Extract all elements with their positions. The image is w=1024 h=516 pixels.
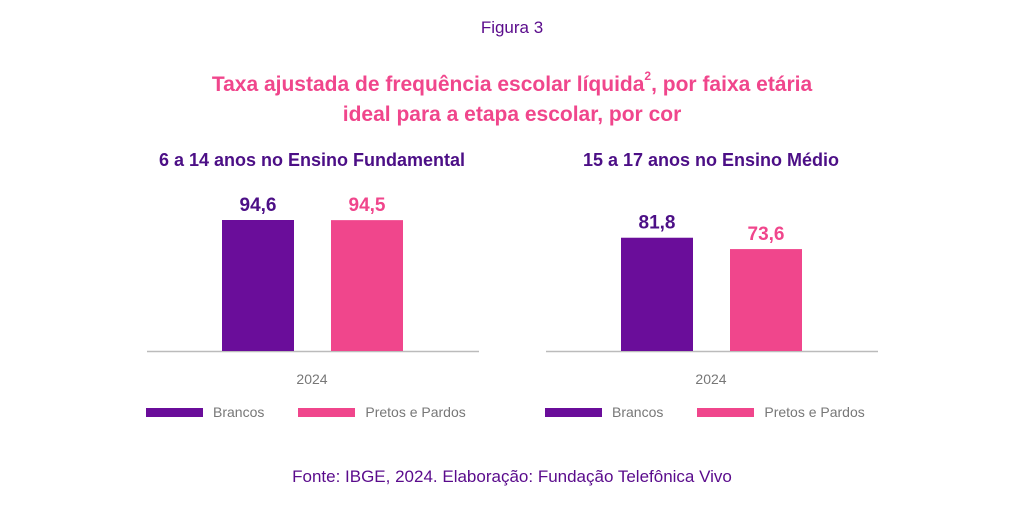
figure-label: Figura 3 (480, 18, 544, 37)
legend: Brancos Pretos e Pardos (122, 404, 502, 420)
chart-panel-medio: 15 a 17 anos no Ensino Médio 81,8 73,6 202… (521, 150, 901, 440)
legend-item-pretos-pardos: Pretos e Pardos (298, 404, 466, 420)
legend-item-brancos: Brancos (146, 404, 264, 420)
legend-label-brancos: Brancos (213, 404, 265, 420)
legend-item-pretos-pardos: Pretos e Pardos (697, 404, 865, 420)
panel-title: 15 a 17 anos no Ensino Médio (582, 150, 840, 170)
legend-swatch-pretos-pardos (697, 407, 755, 417)
bar-brancos (621, 237, 693, 351)
legend-label-pretos-pardos: Pretos e Pardos (764, 404, 865, 420)
legend-swatch-brancos (545, 407, 602, 417)
title-line1-main: Taxa ajustada de frequência escolar líqu… (211, 73, 645, 96)
bar-pretos-pardos (730, 249, 802, 351)
chart-panel-fundamental: 6 a 14 anos no Ensino Fundamental 94,6 94… (122, 150, 502, 440)
title-line1-rest: , por faixa etária (651, 73, 813, 96)
legend-label-brancos: Brancos (612, 404, 664, 420)
data-label: 94,6 (240, 195, 277, 216)
title-footnote-marker: 2 (644, 69, 652, 83)
chart-title: Taxa ajustada de frequência escolar líqu… (0, 64, 1024, 130)
legend-swatch-brancos (146, 407, 203, 417)
bar-pretos-pardos (331, 220, 403, 351)
bar-brancos (222, 220, 294, 351)
legend-label-pretos-pardos: Pretos e Pardos (365, 404, 466, 420)
bar-chart-svg: 94,6 94,5 2024 (147, 195, 479, 387)
x-tick-label: 2024 (695, 371, 726, 387)
data-label: 81,8 (639, 213, 676, 234)
data-label: 73,6 (748, 224, 785, 245)
source-note: Fonte: IBGE, 2024. Elaboração: Fundação … (292, 467, 732, 486)
bar-chart-svg: 81,8 73,6 2024 (546, 213, 878, 387)
legend: Brancos Pretos e Pardos (521, 404, 901, 420)
panel-title: 6 a 14 anos no Ensino Fundamental (158, 150, 466, 170)
legend-swatch-pretos-pardos (298, 407, 356, 417)
data-label: 94,5 (349, 195, 386, 216)
legend-item-brancos: Brancos (545, 404, 663, 420)
title-line2: ideal para a etapa escolar, por cor (342, 103, 682, 126)
x-tick-label: 2024 (296, 371, 327, 387)
